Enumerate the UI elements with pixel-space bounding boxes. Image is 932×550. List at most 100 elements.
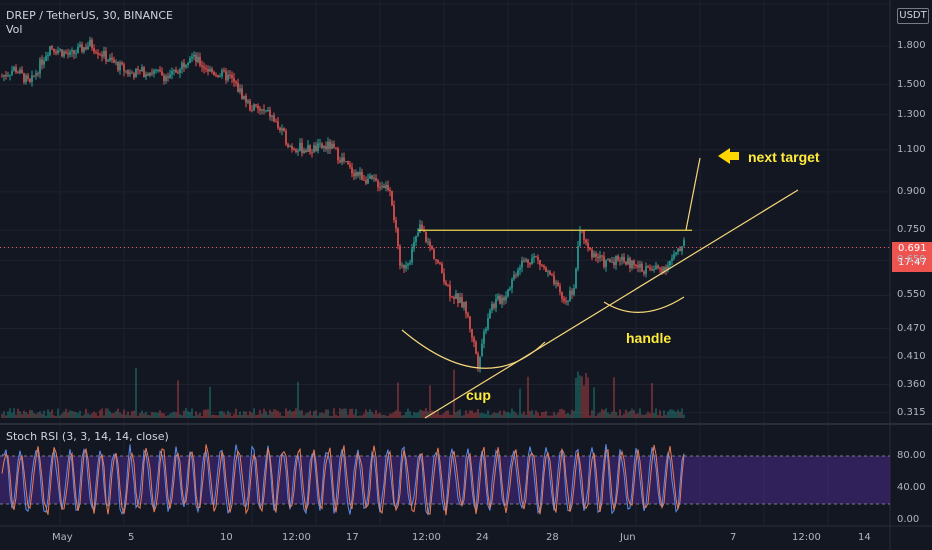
volume-bar <box>255 415 257 418</box>
volume-bar <box>453 369 455 418</box>
volume-bar <box>381 414 383 418</box>
volume-bar <box>379 412 381 418</box>
candle-body <box>389 190 391 192</box>
volume-bar <box>7 411 9 418</box>
currency-badge[interactable]: USDT <box>897 8 929 24</box>
volume-bar <box>463 414 465 418</box>
candle-body <box>149 72 151 76</box>
candle-body <box>311 152 313 154</box>
handle-curve <box>603 296 685 313</box>
volume-bar <box>599 412 601 418</box>
candle-body <box>375 177 377 181</box>
candle-body <box>91 39 93 49</box>
candle-body <box>137 68 139 70</box>
candle-body <box>569 290 571 301</box>
volume-bar <box>669 409 671 418</box>
candle-body <box>335 147 337 149</box>
candle-body <box>399 245 401 266</box>
volume-bar <box>559 409 561 418</box>
candle-body <box>681 246 683 252</box>
time-axis-tick: 24 <box>476 532 489 543</box>
candle-body <box>477 353 479 368</box>
volume-bar <box>375 409 377 418</box>
volume-bar <box>173 411 175 418</box>
candle-body <box>401 264 403 266</box>
volume-bar <box>459 409 461 418</box>
volume-bar <box>99 410 101 418</box>
volume-bar <box>523 411 525 418</box>
candle-body <box>343 157 345 162</box>
candle-body <box>597 256 599 259</box>
candle-body <box>393 205 395 221</box>
candle-body <box>509 288 511 290</box>
candle-body <box>345 161 347 163</box>
volume-bar <box>553 412 555 418</box>
candle-body <box>11 70 13 75</box>
candle-body <box>19 69 21 74</box>
candle-body <box>595 253 597 257</box>
volume-bar <box>625 409 627 418</box>
volume-label: Vol <box>6 23 23 36</box>
volume-bar <box>165 415 167 418</box>
candle-body <box>381 185 383 188</box>
volume-bar <box>435 413 437 418</box>
volume-bar <box>35 413 37 418</box>
candle-body <box>239 88 241 92</box>
volume-bar <box>421 410 423 418</box>
volume-bar <box>213 414 215 418</box>
candle-body <box>287 144 289 147</box>
volume-bar <box>323 413 325 418</box>
volume-bar <box>93 411 95 418</box>
volume-bar <box>71 410 73 418</box>
candle-body <box>155 69 157 71</box>
volume-bar <box>1 414 3 418</box>
volume-bar <box>635 414 637 418</box>
volume-bar <box>445 410 447 418</box>
volume-bar <box>201 415 203 418</box>
stoch-d-line <box>1 444 685 516</box>
volume-bar <box>231 415 233 418</box>
price-axis-tick: 1.500 <box>897 78 926 90</box>
candle-body <box>467 313 469 317</box>
candle-body <box>357 172 359 176</box>
time-axis-tick: 12:00 <box>792 532 821 543</box>
volume-bar <box>567 413 569 418</box>
volume-bar <box>107 408 109 418</box>
candle-body <box>563 298 565 301</box>
candle-body <box>425 231 427 242</box>
volume-bar <box>575 377 577 418</box>
candle-body <box>371 175 373 179</box>
candle-body <box>495 299 497 308</box>
candle-body <box>455 293 457 299</box>
candle-body <box>613 261 615 266</box>
candle-body <box>165 76 167 81</box>
volume-bar <box>611 411 613 418</box>
candle-body <box>85 47 87 50</box>
volume-bar <box>179 414 181 418</box>
volume-bar <box>409 411 411 418</box>
candle-body <box>483 331 485 344</box>
volume-bar <box>167 415 169 418</box>
volume-bar <box>63 411 65 418</box>
candle-body <box>501 297 503 304</box>
candle-body <box>37 73 39 75</box>
volume-bar <box>645 414 647 418</box>
volume-bar <box>271 411 273 418</box>
candle-body <box>249 100 251 111</box>
candle-body <box>63 51 65 57</box>
candle-body <box>53 48 55 52</box>
symbol-title[interactable]: DREP / TetherUS, 30, BINANCE <box>6 9 174 22</box>
last-price-badge: 0.691 17:47 <box>892 242 932 272</box>
volume-bar <box>369 409 371 418</box>
candle-body <box>647 266 649 268</box>
volume-bar <box>339 408 341 418</box>
candle-body <box>661 268 663 273</box>
volume-bar <box>491 414 493 418</box>
candle-body <box>77 46 79 54</box>
stoch-rsi-label[interactable]: Stoch RSI (3, 3, 14, 14, close) <box>6 430 169 443</box>
volume-bar <box>119 412 121 418</box>
volume-bar <box>295 408 297 418</box>
volume-bar <box>449 414 451 418</box>
volume-bar <box>535 410 537 418</box>
